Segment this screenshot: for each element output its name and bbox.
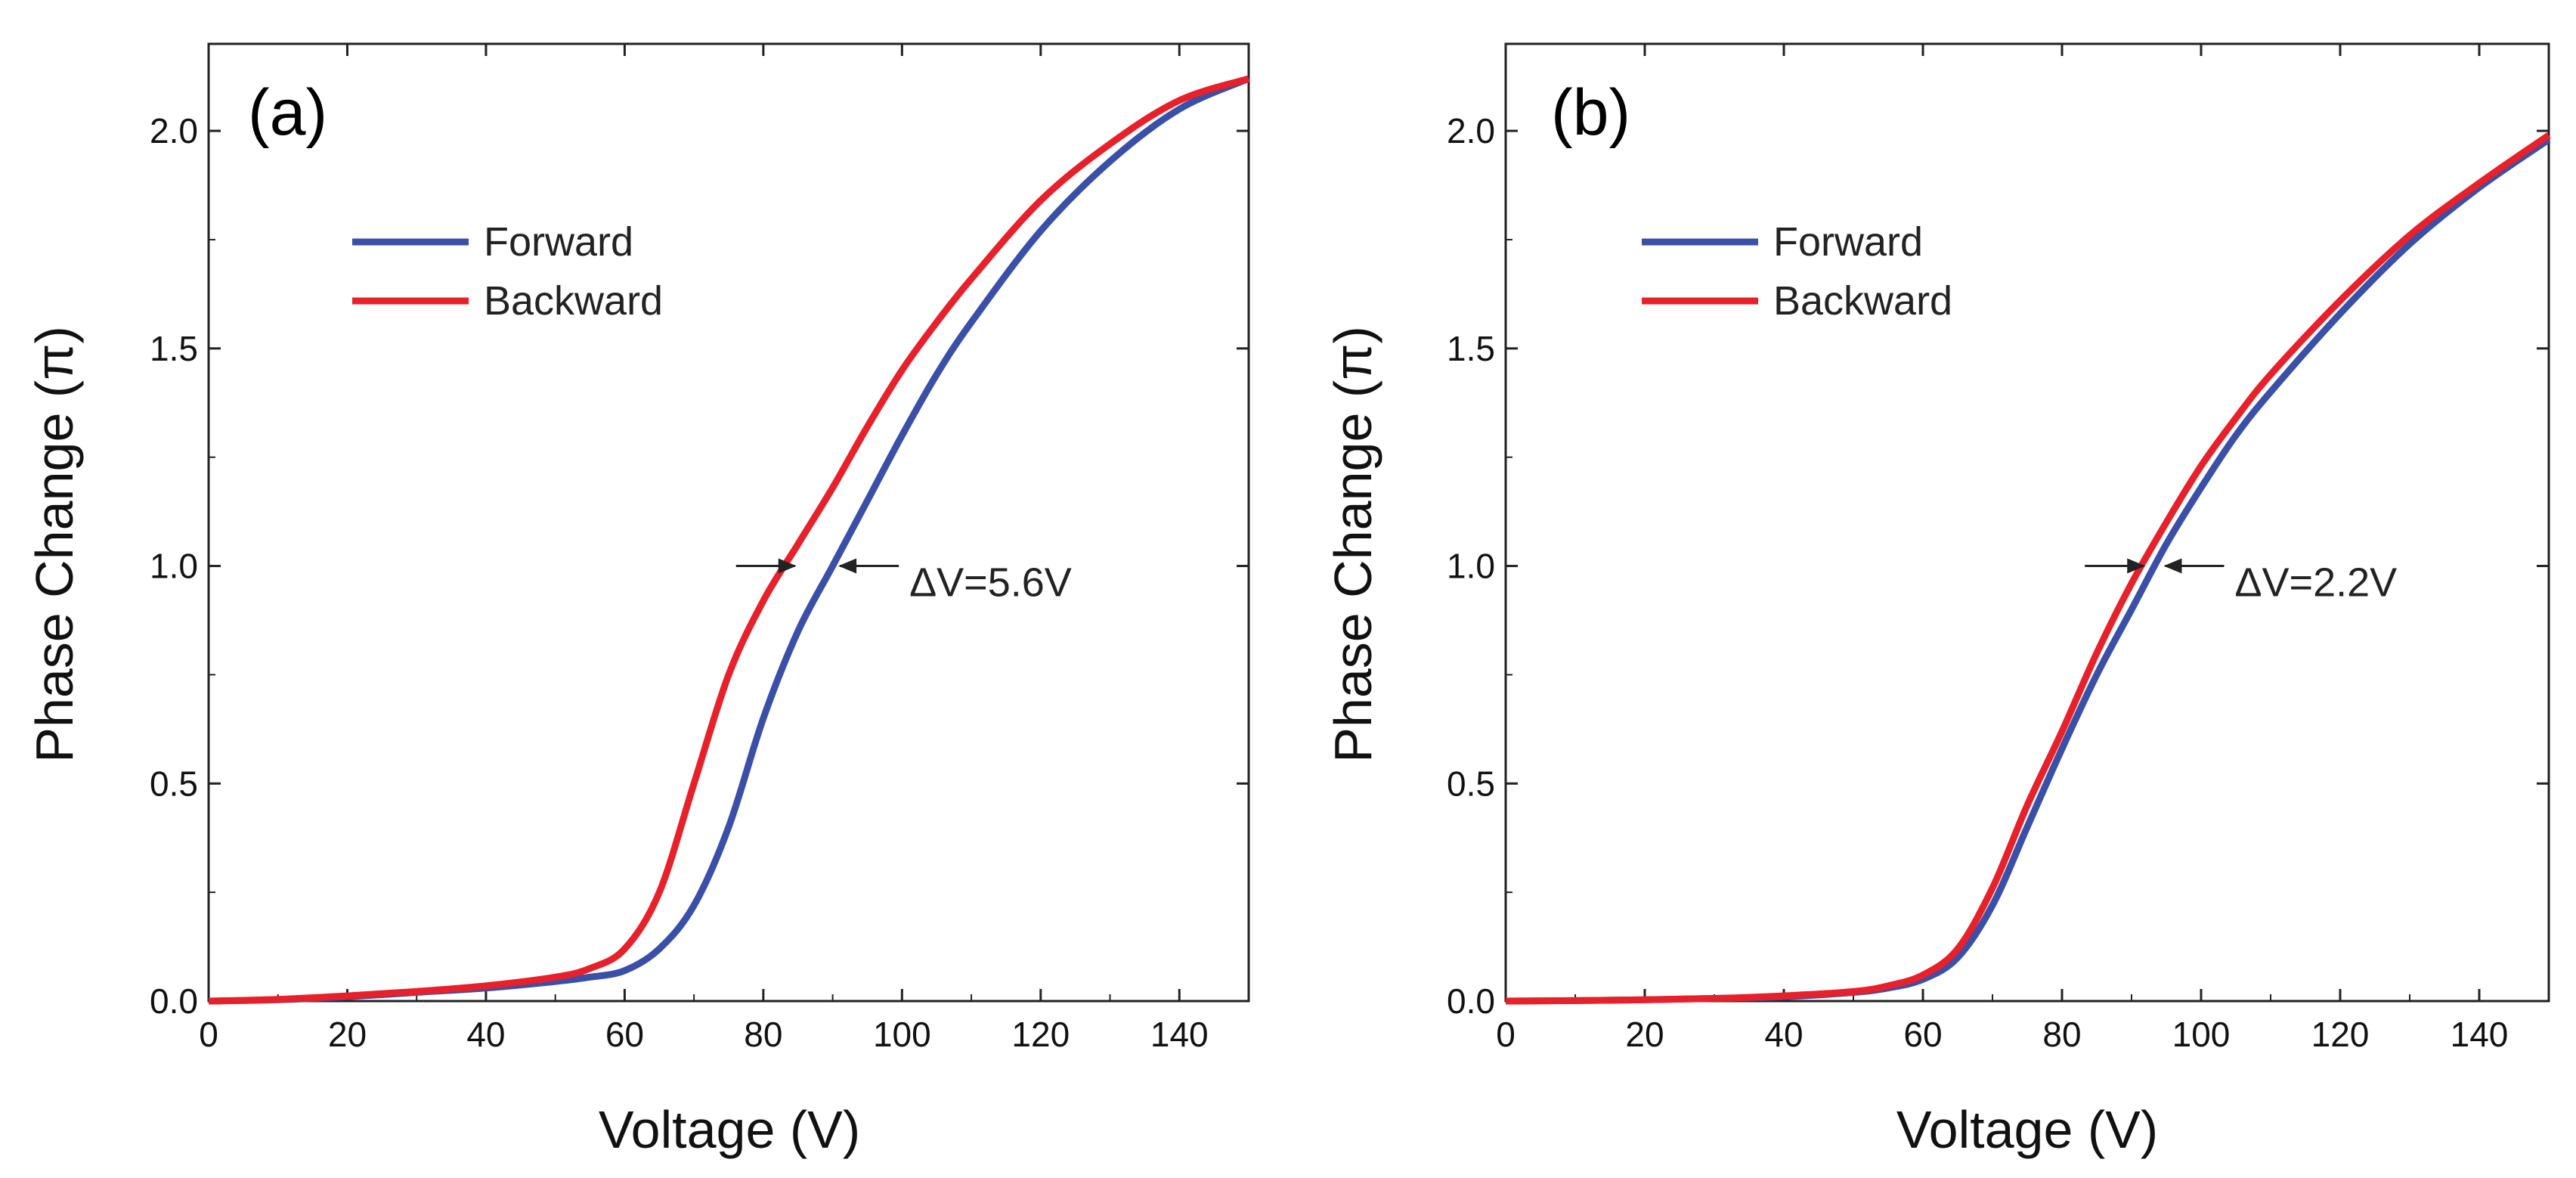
x-tick-label: 40 <box>1764 1015 1803 1054</box>
y-tick-label: 0.0 <box>150 981 198 1021</box>
x-tick-label: 80 <box>2042 1015 2081 1054</box>
x-tick-label: 0 <box>1496 1015 1516 1054</box>
panel-label: (a) <box>248 76 327 149</box>
x-tick-label: 140 <box>1150 1015 1209 1054</box>
x-tick-label: 80 <box>744 1015 782 1054</box>
y-tick-label: 1.0 <box>1447 547 1495 586</box>
legend: Forward Backward <box>1642 219 1952 324</box>
chart-panel-a: (a) Phase Change (π) Voltage (V) Forward… <box>25 42 1250 1159</box>
legend-label-backward: Backward <box>484 278 663 324</box>
annotation-arrowhead-right <box>2163 558 2182 574</box>
x-tick-label: 0 <box>199 1015 218 1054</box>
x-tick-label: 20 <box>328 1015 367 1054</box>
x-tick-label: 140 <box>2451 1015 2509 1054</box>
plot-frame <box>1504 42 2550 1003</box>
x-axis-title: Voltage (V) <box>1896 1100 2158 1159</box>
x-tick-label: 100 <box>873 1015 931 1054</box>
y-axis-title: Phase Change (π) <box>25 326 84 763</box>
annotation-label: ΔV=5.6V <box>909 560 1072 606</box>
y-tick-label: 0.5 <box>1447 764 1495 803</box>
legend-label-backward: Backward <box>1773 278 1952 324</box>
x-tick-label: 60 <box>605 1015 644 1054</box>
legend-label-forward: Forward <box>484 219 633 265</box>
series-line-backward <box>1505 132 2551 1005</box>
panel-label: (b) <box>1551 76 1630 149</box>
y-tick-label: 2.0 <box>150 111 198 150</box>
annotation-label: ΔV=2.2V <box>2234 560 2397 606</box>
annotation-arrowhead-left <box>2127 558 2146 574</box>
plot-frame <box>207 42 1250 1003</box>
y-tick-label: 0.5 <box>150 764 198 803</box>
x-tick-label: 100 <box>2172 1015 2231 1054</box>
chart-panel-b: (b) Phase Change (π) Voltage (V) Forward… <box>1324 42 2551 1159</box>
y-tick-label: 2.0 <box>1447 111 1495 150</box>
y-axis-title: Phase Change (π) <box>1324 326 1382 763</box>
x-tick-label: 120 <box>1011 1015 1070 1054</box>
x-tick-label: 40 <box>466 1015 505 1054</box>
y-tick-label: 0.0 <box>1447 981 1495 1021</box>
y-tick-label: 1.5 <box>1447 329 1495 368</box>
y-tick-label: 1.5 <box>150 329 198 368</box>
x-tick-label: 120 <box>2311 1015 2370 1054</box>
x-tick-label: 60 <box>1903 1015 1942 1054</box>
annotation-arrowhead-left <box>778 558 797 574</box>
series-line-backward <box>208 75 1250 1005</box>
legend: Forward Backward <box>352 219 663 324</box>
series-line-forward <box>208 75 1250 1005</box>
y-tick-label: 1.0 <box>150 547 198 586</box>
x-tick-label: 20 <box>1625 1015 1664 1054</box>
x-axis-title: Voltage (V) <box>599 1100 860 1159</box>
legend-label-forward: Forward <box>1773 219 1923 265</box>
annotation-arrowhead-right <box>838 558 857 574</box>
